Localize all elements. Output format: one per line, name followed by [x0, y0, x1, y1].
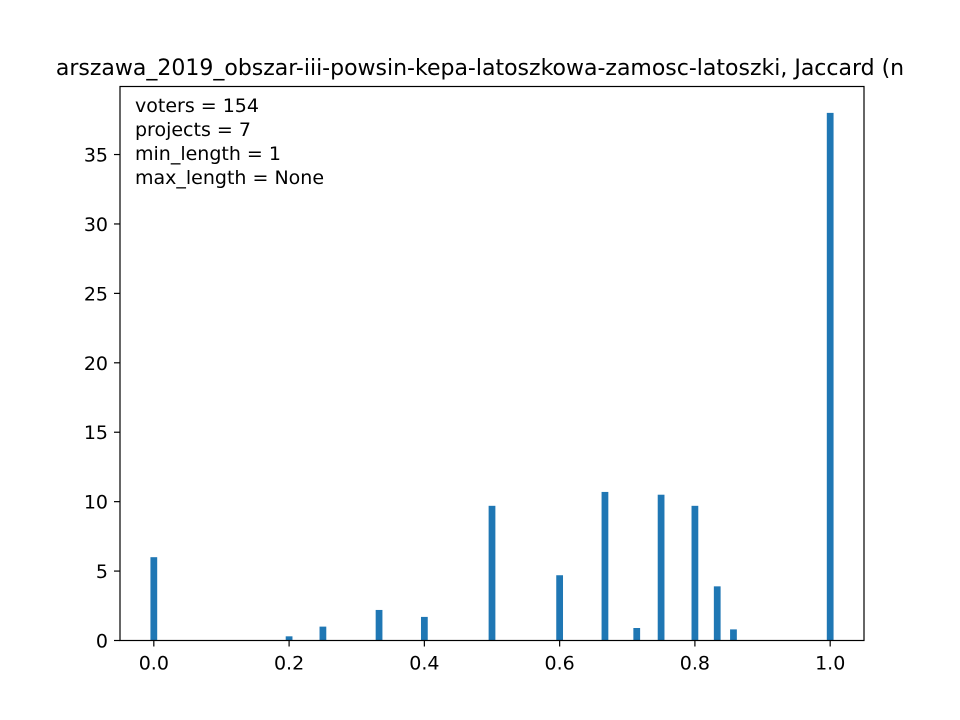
- x-tick-label-5: 1.0: [815, 653, 845, 675]
- bar-0: [150, 557, 158, 641]
- x-tick-label-1: 0.2: [274, 653, 304, 675]
- bar-4: [420, 616, 428, 641]
- chart-title: arszawa_2019_obszar-iii-powsin-kepa-lato…: [56, 56, 904, 81]
- bar-5: [488, 505, 496, 641]
- bar-2: [319, 626, 327, 641]
- x-tick-label-2: 0.4: [409, 653, 439, 675]
- annotation-voters: voters = 154: [135, 95, 259, 117]
- annotation-max-length: max_length = None: [135, 167, 324, 189]
- y-tick-label-1: 5: [96, 561, 108, 583]
- annotation-projects: projects = 7: [135, 119, 251, 141]
- annotation-min-length: min_length = 1: [135, 143, 281, 165]
- y-tick-label-0: 0: [96, 631, 108, 653]
- y-tick-label-5: 25: [84, 283, 108, 305]
- bar-10: [691, 505, 699, 641]
- bar-12: [730, 629, 737, 641]
- axes-layer: 0.0 0.2 0.4 0.6 0.8 1.0 0 5 10 15 20 25 30 35: [84, 145, 845, 675]
- bar-3: [375, 609, 383, 641]
- bar-7: [601, 491, 609, 641]
- bar-6: [556, 575, 564, 641]
- y-tick-label-3: 15: [84, 422, 108, 444]
- bar-9: [657, 494, 665, 641]
- y-tick-label-2: 10: [84, 492, 108, 514]
- bar-11: [713, 586, 721, 641]
- x-tick-label-3: 0.6: [545, 653, 575, 675]
- plot-frame: [119, 85, 865, 642]
- x-tick-label-4: 0.8: [680, 653, 710, 675]
- y-tick-label-6: 30: [84, 214, 108, 236]
- bars-layer: [150, 112, 834, 641]
- x-tick-label-0: 0.0: [139, 653, 169, 675]
- y-tick-label-4: 20: [84, 353, 108, 375]
- bar-8: [633, 628, 641, 641]
- bar-1: [285, 636, 293, 641]
- annotation-box: voters = 154 projects = 7 min_length = 1…: [135, 95, 324, 189]
- bar-13: [826, 112, 834, 641]
- y-tick-label-7: 35: [84, 145, 108, 167]
